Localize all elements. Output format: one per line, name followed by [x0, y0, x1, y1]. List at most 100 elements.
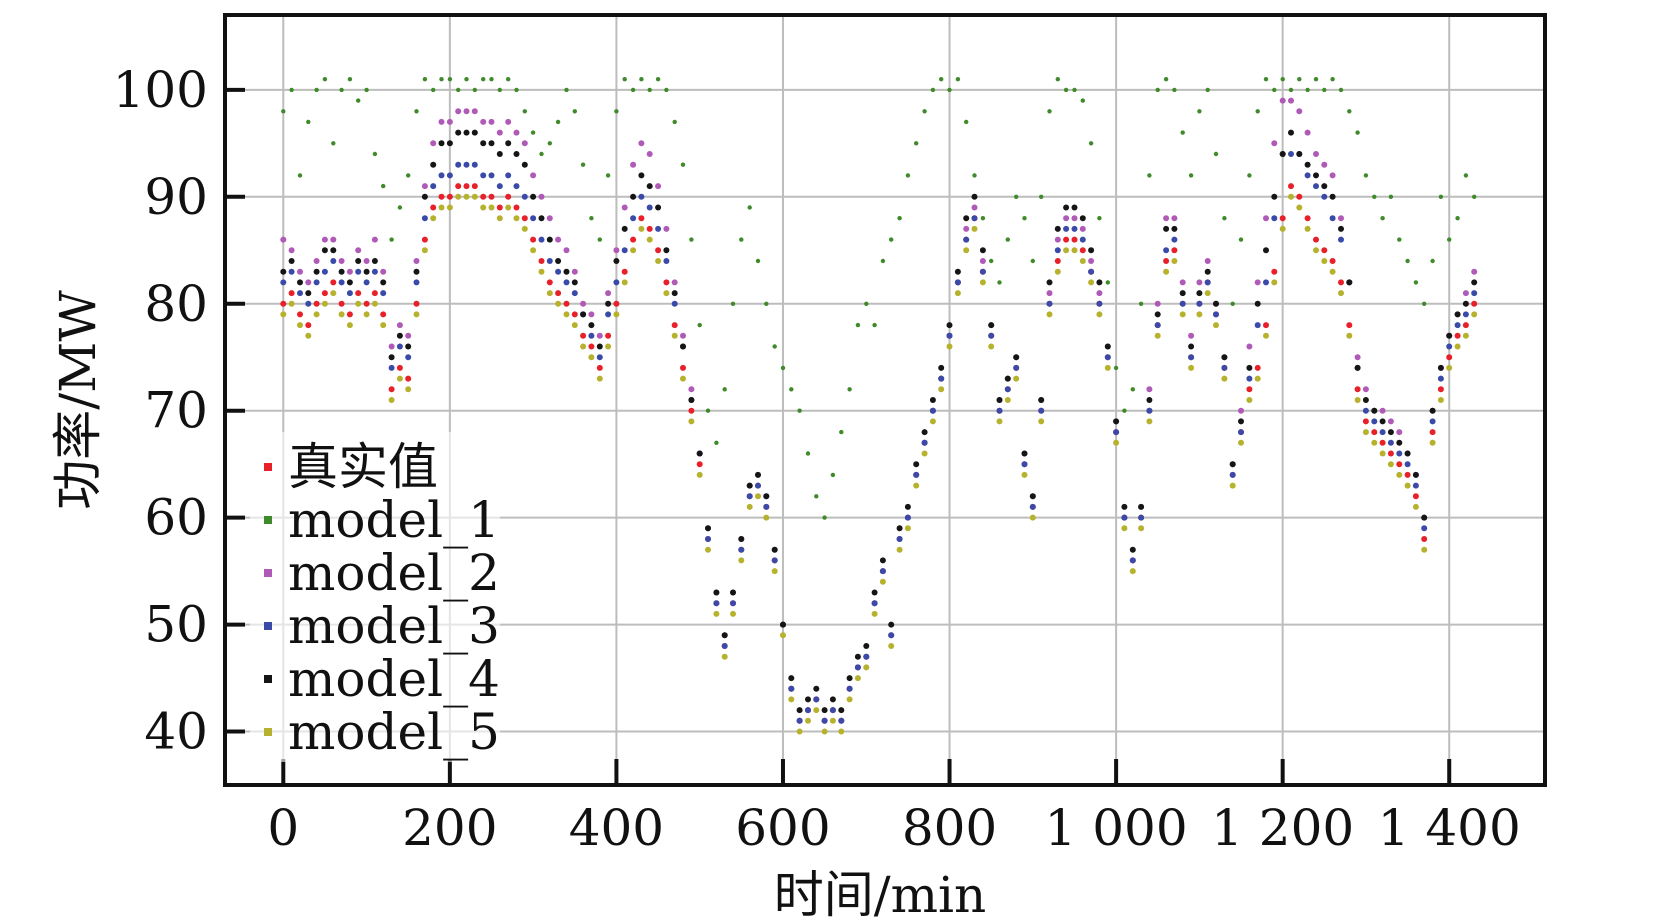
data-point: [1238, 429, 1244, 436]
data-point: [1297, 77, 1302, 82]
data-point: [413, 268, 420, 275]
data-point: [1321, 183, 1328, 190]
data-point: [771, 546, 778, 553]
data-point: [889, 237, 894, 242]
data-point: [463, 161, 470, 168]
data-point: [447, 77, 453, 82]
data-point: [1129, 557, 1136, 564]
data-point: [1013, 354, 1020, 361]
data-point: [954, 290, 961, 297]
data-point: [921, 439, 928, 446]
data-point: [996, 407, 1003, 414]
data-point: [1204, 290, 1211, 297]
data-point: [1329, 172, 1336, 179]
data-point: [1179, 290, 1186, 297]
data-point: [1263, 332, 1269, 339]
data-point: [646, 183, 653, 190]
data-point: [1054, 247, 1061, 254]
data-point: [381, 183, 386, 189]
data-point: [505, 172, 512, 179]
data-point: [321, 300, 328, 307]
data-point: [480, 204, 487, 211]
x-tick-label: 200: [402, 799, 497, 857]
tick-marks: [225, 87, 1452, 785]
data-point: [363, 258, 370, 264]
data-point: [630, 215, 637, 222]
data-point: [1104, 343, 1111, 350]
data-point: [405, 332, 412, 339]
data-point: [356, 98, 361, 103]
data-point: [1105, 280, 1111, 285]
x-tick-label: 400: [569, 799, 664, 857]
data-point: [896, 525, 903, 532]
data-point: [338, 258, 345, 264]
data-point: [1046, 279, 1053, 286]
data-point: [705, 408, 711, 413]
data-point: [1421, 514, 1428, 521]
data-point: [1379, 407, 1386, 414]
data-point: [1380, 216, 1385, 221]
data-point: [829, 696, 836, 703]
data-point: [705, 536, 711, 542]
data-point: [646, 236, 653, 243]
data-point: [1121, 503, 1128, 510]
data-point: [1054, 225, 1061, 232]
data-point: [1254, 322, 1261, 329]
data-point: [1021, 471, 1028, 478]
data-point: [947, 87, 952, 93]
data-point: [1455, 216, 1460, 221]
data-point: [330, 247, 337, 254]
data-point: [1079, 225, 1086, 232]
data-point: [430, 204, 437, 211]
data-point: [1130, 387, 1136, 392]
data-point: [1146, 386, 1153, 393]
data-point: [480, 172, 487, 179]
plot-frame: [223, 13, 1547, 787]
data-point: [655, 204, 662, 211]
data-point: [605, 311, 612, 318]
data-point: [596, 375, 603, 382]
data-point: [705, 525, 711, 532]
data-point: [297, 290, 303, 297]
data-point: [1204, 279, 1211, 286]
data-point: [672, 119, 677, 125]
data-point: [397, 205, 403, 210]
data-point: [796, 707, 803, 714]
legend-marker: [264, 516, 272, 524]
data-point: [438, 118, 445, 125]
data-point: [456, 87, 461, 93]
data-point: [422, 77, 428, 82]
data-point: [1304, 129, 1311, 136]
data-point: [1471, 290, 1478, 297]
data-point: [346, 279, 353, 286]
data-point: [1472, 194, 1477, 199]
legend-marker: [264, 463, 272, 471]
data-point: [1205, 87, 1210, 93]
data-point: [1437, 375, 1444, 382]
data-point: [680, 332, 686, 339]
data-point: [364, 87, 369, 93]
data-point: [313, 258, 320, 264]
data-point: [1329, 268, 1336, 275]
data-point: [1421, 536, 1428, 542]
data-point: [471, 129, 478, 136]
data-point: [1096, 290, 1103, 297]
data-point: [1071, 236, 1078, 243]
data-point: [363, 311, 370, 318]
data-point: [821, 707, 828, 714]
data-point: [530, 236, 537, 243]
data-point: [1271, 215, 1278, 222]
data-point: [588, 343, 595, 350]
data-point: [1079, 236, 1086, 243]
data-point: [297, 268, 303, 275]
y-tick-label: 60: [144, 489, 208, 547]
data-point: [480, 193, 487, 200]
data-point: [788, 675, 795, 682]
data-point: [413, 311, 420, 318]
data-point: [814, 494, 819, 499]
data-point: [571, 268, 578, 275]
data-point: [1196, 290, 1203, 297]
data-point: [646, 204, 653, 211]
data-point: [1397, 237, 1402, 242]
